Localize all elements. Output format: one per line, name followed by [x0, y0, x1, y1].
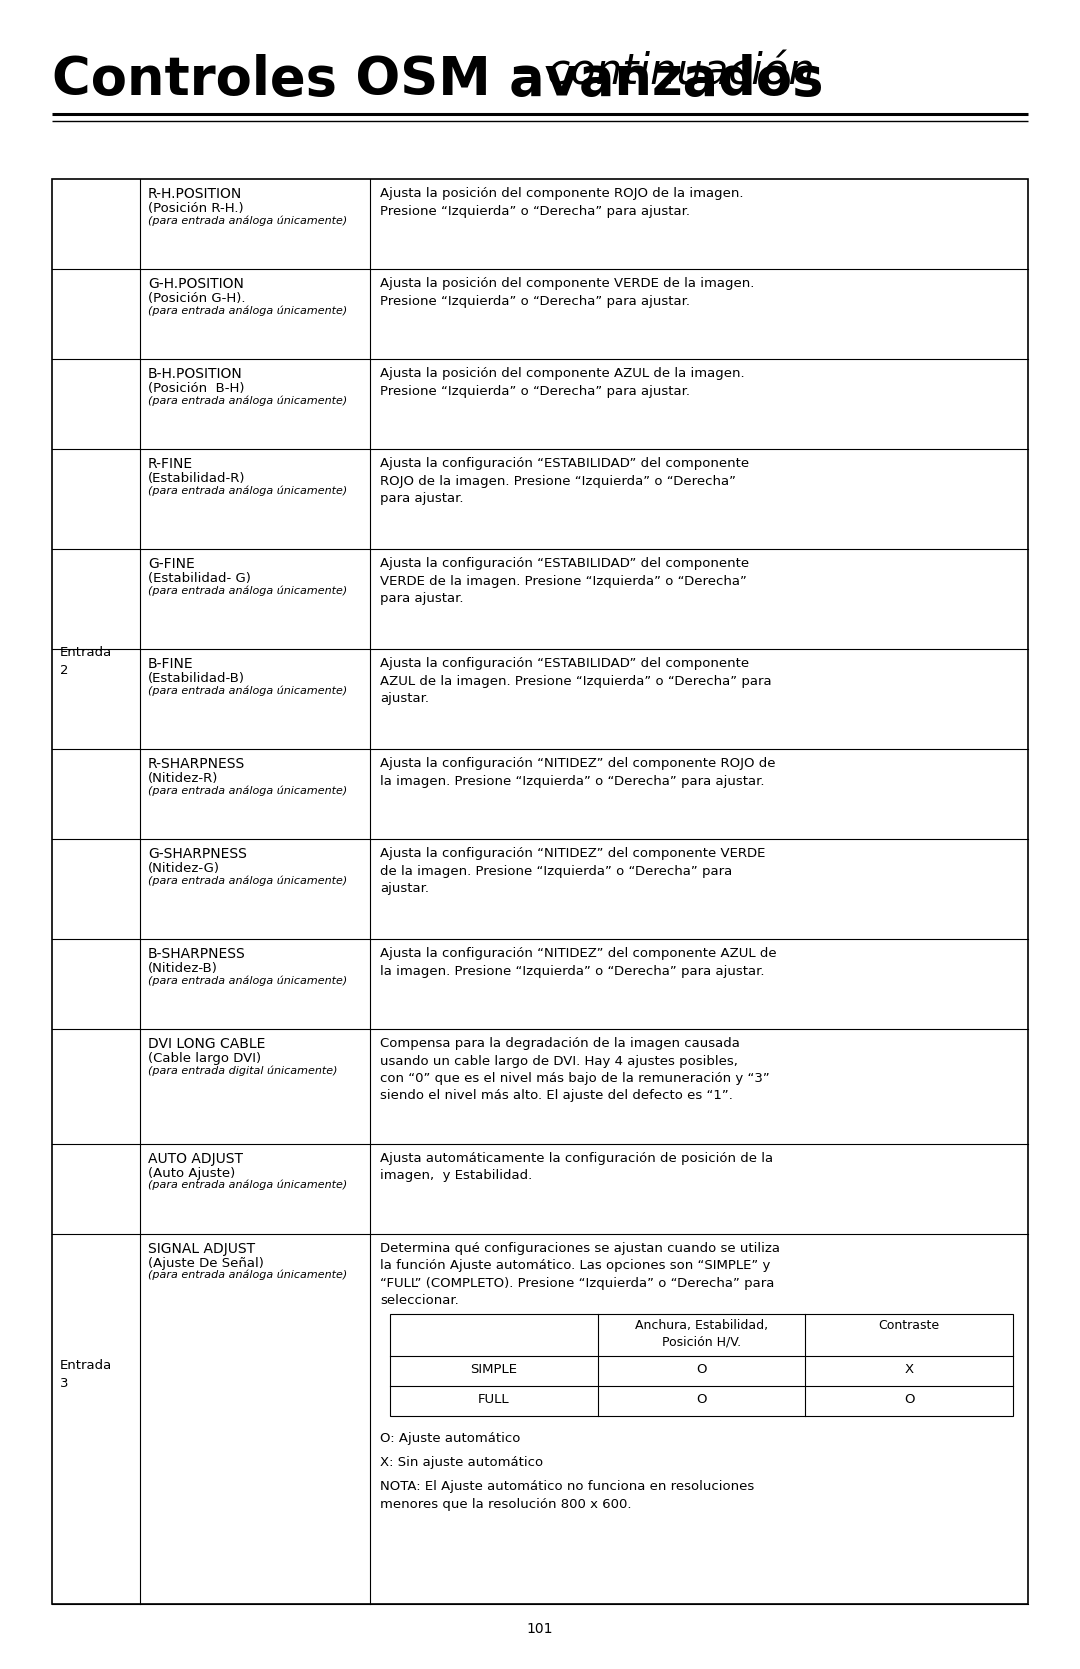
Text: (para entrada análoga únicamente): (para entrada análoga únicamente)	[148, 586, 348, 596]
Text: O: O	[697, 1394, 706, 1405]
Text: (para entrada análoga únicamente): (para entrada análoga únicamente)	[148, 215, 348, 225]
Text: (Estabilidad-B): (Estabilidad-B)	[148, 673, 245, 684]
Text: Controles OSM avanzados: Controles OSM avanzados	[52, 53, 824, 107]
Text: (para entrada análoga únicamente): (para entrada análoga únicamente)	[148, 975, 348, 985]
Text: Entrada: Entrada	[60, 1359, 112, 1372]
Text: (para entrada análoga únicamente): (para entrada análoga únicamente)	[148, 305, 348, 315]
Text: AUTO ADJUST: AUTO ADJUST	[148, 1152, 243, 1167]
Text: DVI LONG CABLE: DVI LONG CABLE	[148, 1036, 266, 1051]
Text: X: X	[905, 1364, 914, 1375]
Text: Ajusta automáticamente la configuración de posición de la
imagen,  y Estabilidad: Ajusta automáticamente la configuración …	[380, 1152, 773, 1183]
Text: (para entrada análoga únicamente): (para entrada análoga únicamente)	[148, 684, 348, 696]
Text: (Nitidez-R): (Nitidez-R)	[148, 773, 218, 784]
Text: Ajusta la configuración “ESTABILIDAD” del componente
VERDE de la imagen. Presion: Ajusta la configuración “ESTABILIDAD” de…	[380, 557, 750, 604]
Text: 101: 101	[527, 1622, 553, 1636]
Text: Ajusta la configuración “NITIDEZ” del componente AZUL de
la imagen. Presione “Iz: Ajusta la configuración “NITIDEZ” del co…	[380, 946, 777, 978]
Text: (Nitidez-G): (Nitidez-G)	[148, 861, 220, 875]
Text: 2: 2	[60, 664, 68, 678]
Text: B-SHARPNESS: B-SHARPNESS	[148, 946, 246, 961]
Text: Ajusta la posición del componente AZUL de la imagen.
Presione “Izquierda” o “Der: Ajusta la posición del componente AZUL d…	[380, 367, 744, 397]
Text: Ajusta la configuración “NITIDEZ” del componente VERDE
de la imagen. Presione “I: Ajusta la configuración “NITIDEZ” del co…	[380, 846, 766, 895]
Text: G-H.POSITION: G-H.POSITION	[148, 277, 244, 290]
Text: (Posición G-H).: (Posición G-H).	[148, 292, 245, 305]
Text: (para entrada análoga únicamente): (para entrada análoga únicamente)	[148, 875, 348, 886]
Text: (Cable largo DVI): (Cable largo DVI)	[148, 1051, 261, 1065]
Text: X: Sin ajuste automático: X: Sin ajuste automático	[380, 1455, 543, 1469]
Text: R-H.POSITION: R-H.POSITION	[148, 187, 242, 200]
Text: Ajusta la posición del componente ROJO de la imagen.
Presione “Izquierda” o “Der: Ajusta la posición del componente ROJO d…	[380, 187, 743, 217]
Text: R-FINE: R-FINE	[148, 457, 193, 471]
Text: (para entrada análoga únicamente): (para entrada análoga únicamente)	[148, 396, 348, 406]
Text: (para entrada digital únicamente): (para entrada digital únicamente)	[148, 1065, 337, 1075]
Text: (Estabilidad- G): (Estabilidad- G)	[148, 572, 251, 586]
Text: Entrada: Entrada	[60, 646, 112, 659]
Text: (Auto Ajuste): (Auto Ajuste)	[148, 1167, 235, 1180]
Text: O: O	[904, 1394, 915, 1405]
Text: B-FINE: B-FINE	[148, 658, 193, 671]
Text: (para entrada análoga únicamente): (para entrada análoga únicamente)	[148, 1270, 348, 1280]
Text: O: Ajuste automático: O: Ajuste automático	[380, 1432, 521, 1445]
Bar	[390, 1314, 1013, 1415]
Bar	[52, 179, 1028, 1604]
Text: R-SHARPNESS: R-SHARPNESS	[148, 758, 245, 771]
Text: Anchura, Estabilidad,
Posición H/V.: Anchura, Estabilidad, Posición H/V.	[635, 1319, 768, 1349]
Text: (para entrada análoga únicamente): (para entrada análoga únicamente)	[148, 784, 348, 796]
Text: Compensa para la degradación de la imagen causada
usando un cable largo de DVI. : Compensa para la degradación de la image…	[380, 1036, 770, 1103]
Text: G-SHARPNESS: G-SHARPNESS	[148, 846, 247, 861]
Text: 3: 3	[60, 1377, 68, 1390]
Text: NOTA: El Ajuste automático no funciona en resoluciones
menores que la resolución: NOTA: El Ajuste automático no funciona e…	[380, 1480, 754, 1510]
Text: Ajusta la configuración “NITIDEZ” del componente ROJO de
la imagen. Presione “Iz: Ajusta la configuración “NITIDEZ” del co…	[380, 758, 775, 788]
Text: (Estabilidad-R): (Estabilidad-R)	[148, 472, 245, 486]
Text: (Posición  B-H): (Posición B-H)	[148, 382, 244, 396]
Text: G-FINE: G-FINE	[148, 557, 194, 571]
Text: Ajusta la configuración “ESTABILIDAD” del componente
ROJO de la imagen. Presione: Ajusta la configuración “ESTABILIDAD” de…	[380, 457, 750, 506]
Text: SIMPLE: SIMPLE	[470, 1364, 517, 1375]
Text: FULL: FULL	[478, 1394, 510, 1405]
Text: SIGNAL ADJUST: SIGNAL ADJUST	[148, 1242, 255, 1257]
Text: Contraste: Contraste	[879, 1319, 940, 1332]
Text: Ajusta la posición del componente VERDE de la imagen.
Presione “Izquierda” o “De: Ajusta la posición del componente VERDE …	[380, 277, 754, 307]
Text: – continuación: – continuación	[500, 52, 815, 93]
Text: (Posición R-H.): (Posición R-H.)	[148, 202, 244, 215]
Text: Ajusta la configuración “ESTABILIDAD” del componente
AZUL de la imagen. Presione: Ajusta la configuración “ESTABILIDAD” de…	[380, 658, 771, 704]
Text: Determina qué configuraciones se ajustan cuando se utiliza
la función Ajuste aut: Determina qué configuraciones se ajustan…	[380, 1242, 780, 1307]
Text: (Nitidez-B): (Nitidez-B)	[148, 961, 218, 975]
Text: (Ajuste De Señal): (Ajuste De Señal)	[148, 1257, 264, 1270]
Text: O: O	[697, 1364, 706, 1375]
Text: (para entrada análoga únicamente): (para entrada análoga únicamente)	[148, 486, 348, 496]
Text: (para entrada análoga únicamente): (para entrada análoga únicamente)	[148, 1180, 348, 1190]
Text: B-H.POSITION: B-H.POSITION	[148, 367, 243, 381]
